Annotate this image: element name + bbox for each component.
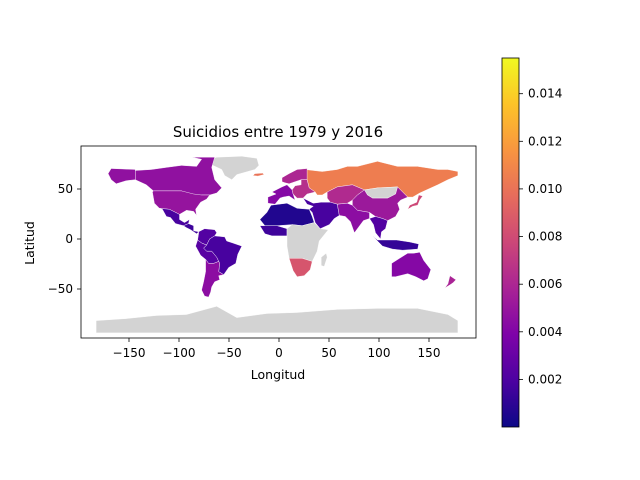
y-axis: 50 0 −50 Latitud xyxy=(22,182,81,296)
region-madagascar xyxy=(321,252,328,267)
region-antarctica xyxy=(95,306,459,334)
region-southeast-asia xyxy=(369,216,388,240)
region-north-africa xyxy=(259,202,315,226)
region-eastern-europe xyxy=(291,179,316,199)
colorbar-tick-label: 0.012 xyxy=(528,134,562,148)
colorbar-tick-label: 0.010 xyxy=(528,182,562,196)
region-argentina-chile xyxy=(201,258,225,298)
x-tick-label: 0 xyxy=(275,346,283,360)
region-western-europe xyxy=(267,184,296,205)
map-regions xyxy=(95,155,459,334)
x-tick-label: 100 xyxy=(368,346,391,360)
colorbar-tick-label: 0.006 xyxy=(528,277,562,291)
region-australia xyxy=(391,251,432,282)
y-tick-label: 0 xyxy=(65,232,73,246)
region-middle-east xyxy=(302,197,340,229)
colorbar-tick-label: 0.004 xyxy=(528,325,562,339)
region-alaska xyxy=(107,168,136,185)
region-sub-saharan-africa xyxy=(286,222,329,262)
y-tick-label: 50 xyxy=(58,182,73,196)
region-indonesia xyxy=(372,235,419,251)
region-new-zealand xyxy=(444,275,457,289)
plot-frame xyxy=(80,145,477,339)
y-tick-label: −50 xyxy=(48,282,73,296)
colorbar-tick-label: 0.002 xyxy=(528,372,562,386)
region-russia xyxy=(304,161,459,198)
region-greenland xyxy=(203,155,260,180)
region-japan xyxy=(407,194,424,210)
x-axis: −150 −100 −50 0 50 100 150 Longitud xyxy=(113,338,441,382)
x-tick-label: −100 xyxy=(163,346,196,360)
colorbar-tick-label: 0.014 xyxy=(528,87,562,101)
region-china xyxy=(352,186,409,221)
region-central-america xyxy=(183,223,200,235)
map-title: Suicidios entre 1979 y 2016 xyxy=(173,123,383,141)
colorbar: 0.002 0.004 0.006 0.008 0.010 0.012 0.014 xyxy=(501,57,562,428)
x-tick-label: −50 xyxy=(216,346,241,360)
x-tick-label: −150 xyxy=(113,346,146,360)
y-axis-title: Latitud xyxy=(22,221,37,265)
x-tick-label: 150 xyxy=(418,346,441,360)
x-axis-title: Longitud xyxy=(251,367,305,382)
region-west-africa xyxy=(259,225,288,237)
colorbar-gradient xyxy=(501,57,520,428)
x-tick-label: 50 xyxy=(321,346,336,360)
colorbar-tick-label: 0.008 xyxy=(528,230,562,244)
region-southern-africa xyxy=(288,258,313,277)
region-iceland xyxy=(252,172,265,177)
